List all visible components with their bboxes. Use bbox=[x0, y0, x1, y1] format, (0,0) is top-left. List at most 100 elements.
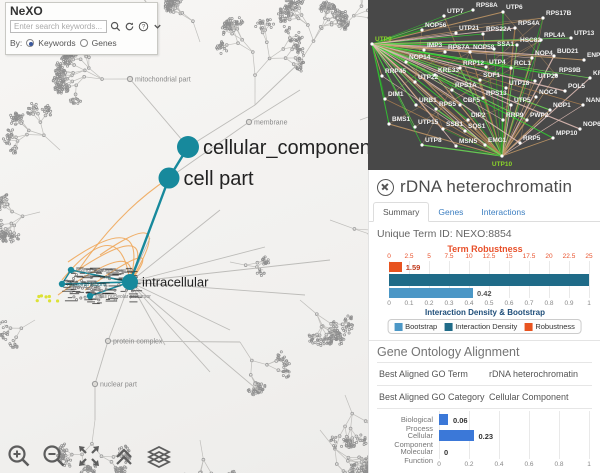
gene-node[interactable] bbox=[578, 127, 582, 131]
zoom-in-icon[interactable] bbox=[6, 443, 32, 469]
gene-node[interactable] bbox=[552, 54, 556, 58]
gene-node[interactable] bbox=[554, 73, 558, 77]
tree-node bbox=[362, 443, 366, 446]
radio-keywords[interactable] bbox=[26, 39, 35, 47]
gene-network-panel[interactable]: UTP9 UTP7 RPS8A UTP6 RPS17B NOP56 UTP21 RPS22A R… bbox=[368, 0, 600, 170]
gene-node[interactable] bbox=[458, 103, 462, 107]
gene-node[interactable] bbox=[380, 74, 384, 78]
gene-node[interactable] bbox=[509, 66, 513, 70]
term-node[interactable] bbox=[104, 337, 112, 345]
gene-node[interactable] bbox=[492, 47, 496, 51]
gene-node[interactable] bbox=[450, 88, 454, 92]
selected-term-node[interactable] bbox=[158, 167, 180, 189]
gene-node[interactable] bbox=[533, 79, 537, 83]
tab-summary[interactable]: Summary bbox=[373, 202, 430, 222]
gene-node[interactable] bbox=[518, 141, 522, 145]
top-axis-tick: 7.5 bbox=[444, 253, 454, 260]
gene-node[interactable] bbox=[468, 50, 472, 54]
gene-node[interactable] bbox=[500, 154, 504, 158]
gene-node[interactable] bbox=[387, 122, 391, 126]
tree-node bbox=[19, 116, 23, 120]
gene-label: CBF5 bbox=[463, 97, 480, 104]
gene-node[interactable] bbox=[443, 50, 447, 54]
top-axis-tick: 17.5 bbox=[522, 253, 536, 260]
collapse-all-icon[interactable] bbox=[111, 443, 137, 469]
gene-node[interactable] bbox=[525, 118, 529, 122]
tree-edge bbox=[307, 24, 314, 42]
gene-node[interactable] bbox=[454, 144, 458, 148]
gene-node[interactable] bbox=[383, 97, 387, 101]
gene-node[interactable] bbox=[370, 42, 374, 46]
gene-node[interactable] bbox=[551, 136, 555, 140]
search-input[interactable] bbox=[10, 20, 107, 33]
selected-term-node[interactable] bbox=[122, 274, 138, 290]
gene-node[interactable] bbox=[530, 56, 534, 60]
gene-node[interactable] bbox=[413, 80, 417, 84]
gene-node[interactable] bbox=[501, 118, 505, 122]
gene-node[interactable] bbox=[513, 26, 517, 30]
tree-edge bbox=[264, 21, 267, 30]
gene-node[interactable] bbox=[458, 66, 462, 70]
gene-node[interactable] bbox=[413, 125, 417, 129]
term-node[interactable] bbox=[91, 380, 99, 388]
gene-node[interactable] bbox=[581, 103, 585, 107]
gene-node[interactable] bbox=[504, 86, 508, 90]
gene-node[interactable] bbox=[541, 16, 545, 20]
gene-node[interactable] bbox=[563, 89, 567, 93]
gene-node[interactable] bbox=[534, 95, 538, 99]
gene-node[interactable] bbox=[420, 28, 424, 32]
gene-node[interactable] bbox=[420, 143, 424, 147]
gene-node[interactable] bbox=[539, 38, 543, 42]
gene-node[interactable] bbox=[481, 32, 485, 36]
gene-node[interactable] bbox=[548, 108, 552, 112]
highlighted-gene-node bbox=[47, 294, 51, 299]
gene-node[interactable] bbox=[434, 107, 438, 111]
cluster-node bbox=[83, 295, 87, 299]
gene-node[interactable] bbox=[483, 143, 487, 147]
close-icon[interactable] bbox=[377, 178, 394, 196]
gene-node[interactable] bbox=[422, 48, 426, 52]
selected-sub-node[interactable] bbox=[86, 292, 94, 300]
tree-node bbox=[343, 329, 347, 333]
gene-node[interactable] bbox=[454, 31, 458, 35]
term-node[interactable] bbox=[245, 118, 253, 126]
tree-edge bbox=[225, 30, 233, 34]
chevron-down-icon[interactable] bbox=[152, 21, 163, 32]
selected-term-node[interactable] bbox=[177, 136, 199, 158]
gene-node[interactable] bbox=[442, 14, 446, 18]
selected-sub-node[interactable] bbox=[58, 280, 66, 288]
gene-node[interactable] bbox=[582, 58, 586, 62]
gene-node[interactable] bbox=[478, 78, 482, 82]
tab-interactions[interactable]: Interactions bbox=[481, 207, 526, 217]
fit-to-screen-icon[interactable] bbox=[76, 443, 102, 469]
gene-node[interactable] bbox=[404, 60, 408, 64]
gene-node[interactable] bbox=[414, 103, 418, 107]
gene-interaction-edge bbox=[467, 119, 503, 157]
help-icon[interactable]: ? bbox=[138, 21, 149, 32]
gene-label: UTP20 bbox=[538, 73, 559, 80]
tab-genes[interactable]: Genes bbox=[438, 207, 464, 217]
search-icon[interactable] bbox=[110, 21, 121, 32]
gene-node[interactable] bbox=[433, 73, 437, 77]
gene-node[interactable] bbox=[466, 118, 470, 122]
gene-node[interactable] bbox=[515, 43, 519, 47]
gene-node[interactable] bbox=[501, 10, 505, 14]
gene-node[interactable] bbox=[569, 36, 573, 40]
zoom-out-icon[interactable] bbox=[41, 443, 67, 469]
gene-node[interactable] bbox=[588, 76, 592, 80]
selected-sub-node[interactable] bbox=[67, 266, 75, 274]
radio-genes[interactable] bbox=[79, 39, 88, 47]
gene-node[interactable] bbox=[481, 96, 485, 100]
sub-term-label: ribonucleoprotein complex bbox=[76, 268, 135, 274]
gene-node[interactable] bbox=[484, 65, 488, 69]
gene-node[interactable] bbox=[463, 129, 467, 133]
gene-node[interactable] bbox=[471, 8, 475, 12]
gene-node[interactable] bbox=[441, 127, 445, 131]
tree-node bbox=[239, 19, 243, 23]
tree-node bbox=[344, 325, 348, 329]
term-node[interactable] bbox=[126, 75, 134, 83]
layers-icon[interactable] bbox=[146, 443, 172, 469]
gene-node[interactable] bbox=[509, 103, 513, 107]
reset-icon[interactable] bbox=[124, 21, 135, 32]
gene-label: DIP2 bbox=[471, 112, 486, 119]
